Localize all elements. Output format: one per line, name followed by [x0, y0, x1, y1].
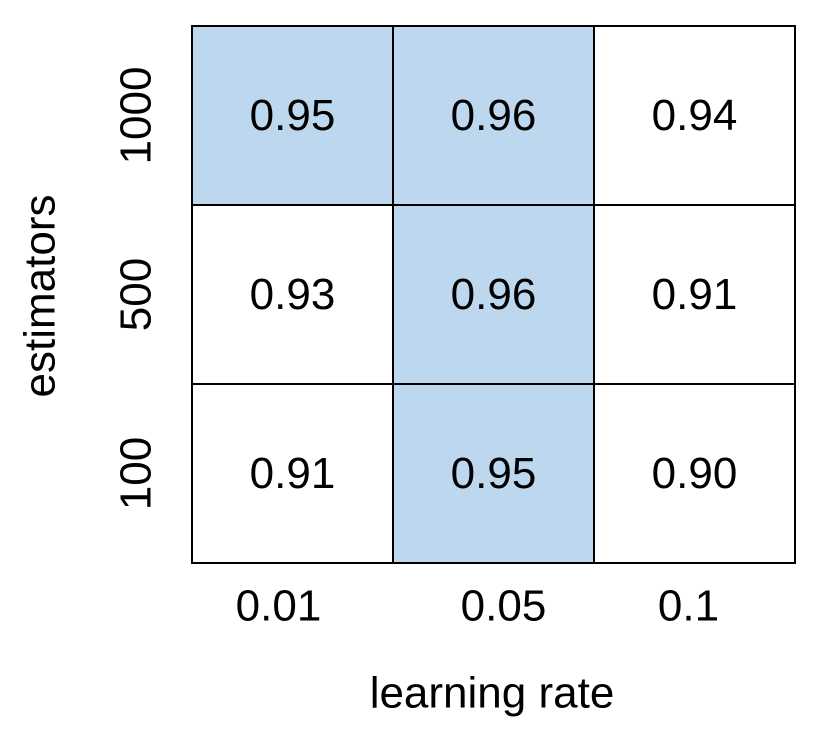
heatmap-cell — [191, 383, 394, 564]
x-axis-label: learning rate — [370, 669, 615, 718]
heatmap-cell — [593, 204, 796, 385]
cell-value-label: 0.94 — [652, 91, 738, 140]
heatmap-cell — [191, 204, 394, 385]
heatmap-cell — [191, 25, 394, 206]
cell-value-label: 0.95 — [451, 449, 537, 498]
heatmap-cell — [392, 383, 595, 564]
y-tick-label: 1000 — [112, 67, 161, 165]
cell-value-label: 0.95 — [250, 91, 336, 140]
x-tick-label: 0.01 — [236, 582, 322, 631]
heatmap-cell — [392, 204, 595, 385]
cell-value-label: 0.93 — [250, 270, 336, 319]
cell-value-label: 0.96 — [451, 91, 537, 140]
x-tick-label: 0.05 — [461, 582, 547, 631]
y-tick-label: 100 — [112, 437, 161, 510]
cell-value-label: 0.91 — [250, 449, 336, 498]
heatmap-cell — [392, 25, 595, 206]
cell-value-label: 0.91 — [652, 270, 738, 319]
cell-value-label: 0.96 — [451, 270, 537, 319]
heatmap-cells: 0.95 0.96 0.94 0.93 0.96 0.91 0.91 0.95 0.90 — [191, 25, 796, 564]
x-tick-labels: 0.01 0.05 0.1 — [236, 582, 719, 631]
y-axis-label: estimators — [16, 195, 65, 398]
heatmap-cell — [593, 383, 796, 564]
heatmap-cell — [593, 25, 796, 206]
y-tick-label: 500 — [112, 258, 161, 331]
x-tick-label: 0.1 — [658, 582, 719, 631]
y-tick-labels: 1000 500 100 — [112, 67, 161, 511]
cell-value-label: 0.90 — [652, 449, 738, 498]
